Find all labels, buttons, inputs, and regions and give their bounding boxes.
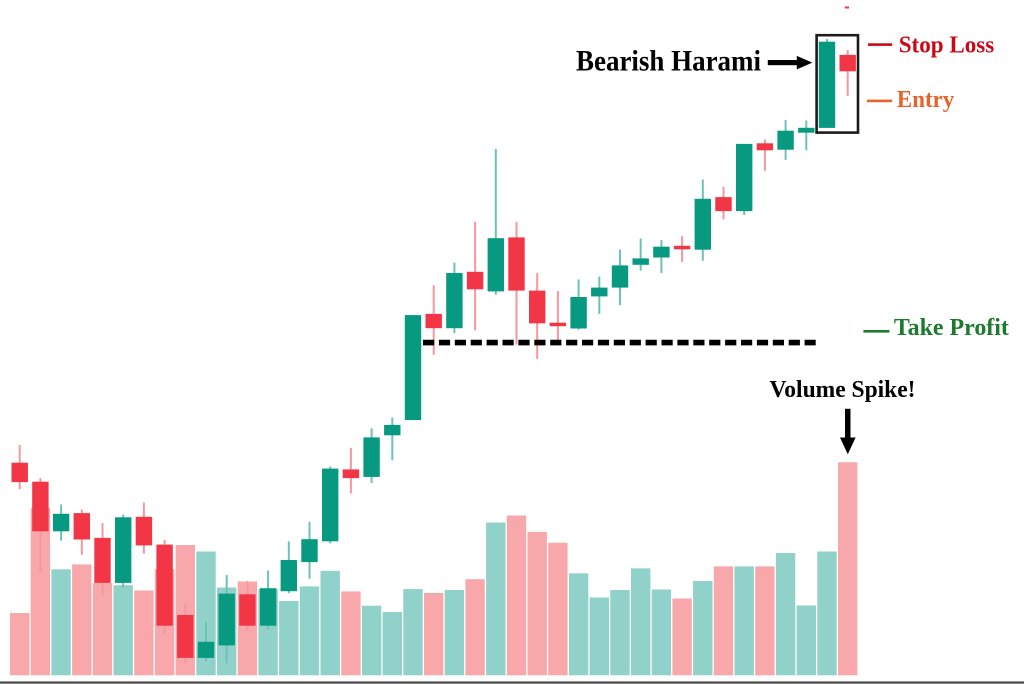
svg-text:Bearish Harami: Bearish Harami <box>576 45 761 78</box>
svg-text:Take Profit: Take Profit <box>894 315 1009 341</box>
svg-text:Entry: Entry <box>897 87 954 113</box>
svg-text:Stop Loss: Stop Loss <box>899 33 995 59</box>
svg-text:Volume Spike!: Volume Spike! <box>770 377 916 403</box>
